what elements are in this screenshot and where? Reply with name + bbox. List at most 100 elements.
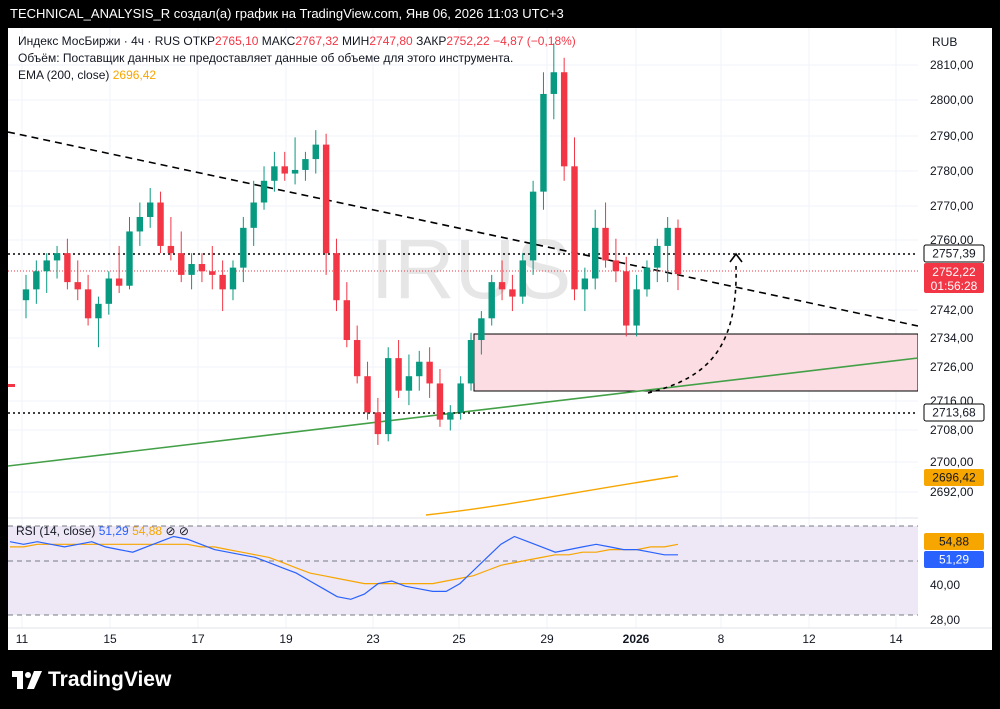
rsi-axis-value-box [924,551,984,568]
candle-body [95,303,102,319]
change-value: −4,87 (−0,18%) [493,34,576,48]
rsi-label[interactable]: RSI (14, close) [16,524,96,538]
candle-body [22,289,30,301]
candle-body [115,278,123,286]
candle-body [33,271,40,290]
candle-body [623,271,630,326]
high-label: МАКС [261,34,296,48]
rsi-value: 51,29 [98,524,129,538]
candle-body [209,271,216,275]
price-label-support-box [923,403,985,422]
candle-body [664,227,671,246]
price-label-last-bg-box [924,263,984,293]
candle-body [302,159,309,170]
settings-icon[interactable]: ⊘ [178,524,189,538]
candle-body [322,144,330,254]
time-tick-label: 2026 [623,632,650,646]
price-label-resistance-box [923,244,985,263]
time-tick-label: 23 [366,632,380,646]
ema-label[interactable]: EMA (200, close) [18,68,110,82]
price-tick-label: 2692,00 [930,485,974,499]
candle-body [364,376,371,413]
candle-body [395,358,402,391]
currency-label: RUB [932,35,957,49]
candle-body [612,260,620,272]
candle-body [674,227,682,275]
watermark: IRUS [371,222,572,316]
candle-body [188,264,195,275]
price-tick-label: 2760,00 [930,233,974,247]
rsi-band [8,526,918,615]
candle-body [343,300,351,341]
tradingview-logo-icon [12,671,42,689]
candle-body [405,376,413,391]
time-tick-label: 12 [802,632,816,646]
candle-body [416,361,423,377]
candle-body [478,318,485,341]
arrow-head-icon [729,252,743,263]
price-label-support: 2713,68 [932,406,976,420]
rsi-line [9,535,678,600]
time-tick-label: 17 [191,632,205,646]
rsi-ma-line [10,543,679,585]
candle-body [167,245,175,254]
candle-body [385,358,392,435]
candle-body [529,191,537,261]
candle-body [271,166,278,181]
candle-body [260,180,268,203]
time-tick-label: 8 [718,632,725,646]
rsi-legend[interactable]: RSI (14, close) 51,29 54,88 ⊘ ⊘ [16,524,189,538]
candle-body [457,383,464,413]
candle-body [43,260,50,272]
price-tick-label: 2726,00 [930,360,974,374]
candle-body [550,72,558,94]
price-tick-label: 2734,00 [930,331,974,345]
price-tick-label: 2790,00 [930,129,974,143]
rsi-axis-ma-value: 54,88 [939,535,969,549]
price-tick-label: 2780,00 [930,164,974,178]
symbol-legend[interactable]: Индекс МосБиржи · 4ч · RUS ОТКР2765,10 М… [18,34,576,48]
countdown-timer: 01:56:28 [931,279,978,293]
chart-canvas[interactable]: IRUS RUB 2810,00 2800,00 2790,00 2780,00 2770,… [8,28,992,650]
candle-body [53,253,61,261]
demand-zone [473,333,919,392]
symbol-name[interactable]: Индекс МосБиржи · 4ч · RUS [18,34,181,48]
time-tick-label: 14 [889,632,903,646]
candle-body [560,72,568,167]
price-axis [918,28,992,628]
candle-body [374,412,382,435]
candle-body [105,278,113,304]
ema-line [425,475,679,516]
price-label-last: 2752,22 [932,265,976,279]
candle-body [126,231,133,286]
tradingview-footer: TradingView [12,668,171,692]
ema-legend[interactable]: EMA (200, close) 2696,42 [18,68,156,82]
chart-panel[interactable]: IRUS RUB 2810,00 2800,00 2790,00 2780,00 2770,… [8,28,992,650]
open-label: ОТКР [183,34,216,48]
price-tick-label: 2700,00 [930,455,974,469]
close-value: 2752,22 [446,34,490,48]
price-tick-label: 2708,00 [930,423,974,437]
candle-body [509,289,516,297]
candle-body [198,264,206,272]
candle-body [281,166,288,174]
credit-line: TECHNICAL_ANALYSIS_R создал(а) график на… [10,6,564,21]
candle-body [157,202,164,246]
candle-body [136,216,144,232]
candle-body [250,202,257,228]
eye-icon[interactable]: ⊘ [165,524,176,538]
candle-body [447,412,454,420]
candle-body [333,253,340,301]
time-tick-label: 19 [279,632,293,646]
candle-body [581,278,589,290]
close-label: ЗАКР [416,34,447,48]
candle-body [498,282,506,290]
brand-name: TradingView [48,668,172,691]
price-label-resistance: 2757,39 [932,247,976,261]
open-value: 2765,10 [215,34,259,48]
candle-body [312,144,319,160]
candle-body [602,227,609,261]
time-tick-label: 29 [540,632,554,646]
low-label: МИН [342,34,370,48]
rsi-tick-label: 28,00 [930,613,960,627]
